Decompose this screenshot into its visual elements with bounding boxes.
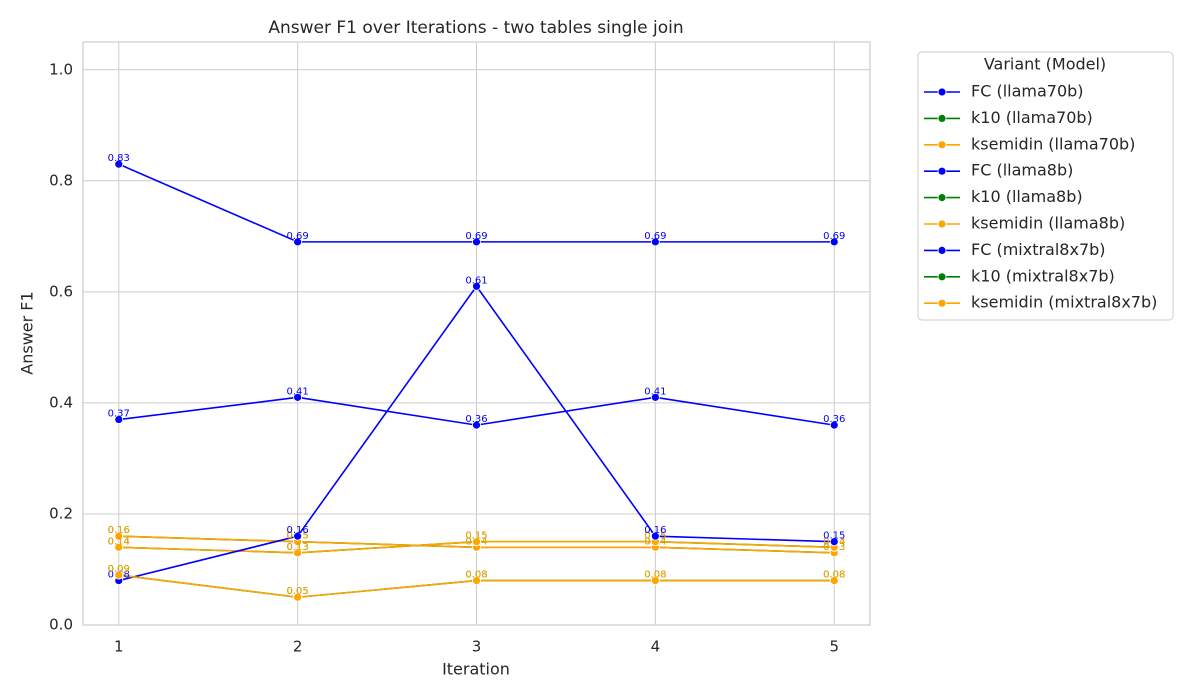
legend-label: ksemidin (mixtral8x7b)	[971, 293, 1157, 312]
data-label: 0.08	[823, 570, 845, 581]
legend-marker	[937, 272, 947, 282]
legend-box	[917, 51, 1174, 321]
x-tick-label: 5	[829, 638, 839, 656]
x-tick-label: 3	[472, 638, 482, 656]
data-label: 0.08	[823, 570, 845, 581]
data-label: 0.14	[108, 536, 130, 547]
data-point	[293, 392, 303, 402]
data-point	[293, 548, 303, 558]
data-label: 0.41	[644, 386, 666, 397]
data-point	[293, 592, 303, 602]
legend-label: k10 (mixtral8x7b)	[971, 266, 1115, 285]
data-label: 0.16	[644, 525, 666, 536]
plot-border	[82, 41, 871, 626]
data-label: 0.41	[287, 386, 309, 397]
y-tick-label: 0.0	[49, 616, 73, 634]
data-point	[829, 537, 839, 547]
legend-marker	[937, 166, 947, 176]
data-label: 0.13	[287, 542, 309, 553]
data-label: 0.15	[465, 531, 487, 542]
data-label: 0.16	[287, 525, 309, 536]
legend-label: k10 (llama8b)	[971, 187, 1083, 206]
legend-marker	[937, 87, 947, 97]
legend-marker	[937, 193, 947, 203]
data-point	[650, 531, 660, 541]
legend-label: ksemidin (llama8b)	[971, 214, 1125, 233]
legend-marker	[937, 114, 947, 123]
data-point	[114, 159, 124, 169]
data-label: 0.36	[465, 414, 487, 425]
legend-label: FC (mixtral8x7b)	[971, 240, 1106, 259]
legend: FC (llama70b) k10 (llama70b) ksemidin (lla…	[924, 82, 1157, 312]
grid	[83, 42, 870, 626]
data-point	[472, 420, 481, 430]
legend-title: Variant (Model)	[984, 55, 1106, 74]
chart-title: Answer F1 over Iterations - two tables s…	[268, 18, 683, 38]
data-label: 0.16	[108, 525, 130, 536]
lines: 0.830.690.690.690.690.160.150.140.140.13…	[108, 153, 845, 602]
y-tick-label: 0.4	[49, 393, 73, 411]
data-point	[472, 576, 481, 585]
data-point	[293, 531, 303, 541]
data-point	[650, 576, 660, 585]
legend-marker	[937, 140, 947, 150]
data-point	[472, 237, 481, 247]
legend-label: k10 (llama70b)	[971, 108, 1093, 127]
x-axis-label: Iteration	[442, 660, 510, 679]
data-point	[472, 537, 481, 547]
data-label: 0.36	[823, 414, 845, 425]
data-label: 0.37	[108, 409, 130, 420]
legend-label: ksemidin (llama70b)	[971, 134, 1135, 153]
x-tick-label: 1	[114, 638, 124, 656]
data-point	[114, 570, 124, 580]
x-tick-label: 4	[651, 638, 661, 656]
x-tick-label: 2	[293, 638, 303, 656]
legend-marker	[937, 219, 947, 229]
data-point	[829, 237, 839, 247]
data-label: 0.05	[287, 586, 309, 597]
data-label: 0.69	[287, 231, 309, 242]
legend-marker	[937, 298, 947, 308]
y-tick-label: 0.6	[49, 282, 73, 300]
data-point	[472, 281, 481, 291]
y-axis-label: Answer F1	[18, 291, 37, 374]
data-label: 0.08	[644, 570, 666, 581]
data-point	[114, 415, 124, 424]
data-label: 0.08	[465, 570, 487, 581]
data-label: 0.09	[108, 564, 130, 575]
legend-marker	[937, 245, 947, 255]
data-label: 0.05	[287, 586, 309, 597]
legend-label: FC (llama8b)	[971, 161, 1073, 180]
y-tick-label: 0.8	[49, 171, 73, 189]
data-point	[650, 392, 660, 402]
data-label: 0.61	[465, 275, 487, 286]
y-tick-label: 1.0	[49, 60, 73, 78]
legend-label: FC (llama70b)	[971, 82, 1084, 101]
data-label: 0.09	[108, 564, 130, 575]
data-label: 0.83	[108, 153, 130, 164]
data-label: 0.15	[823, 531, 845, 542]
data-label: 0.08	[644, 570, 666, 581]
y-tick-label: 0.2	[49, 504, 73, 522]
data-point	[114, 542, 124, 552]
data-label: 0.14	[108, 536, 130, 547]
data-label: 0.69	[823, 231, 845, 242]
data-label: 0.13	[287, 542, 309, 553]
data-point	[829, 420, 839, 430]
data-label: 0.08	[465, 570, 487, 581]
data-label: 0.69	[465, 231, 487, 242]
data-point	[293, 237, 303, 247]
data-label: 0.16	[108, 525, 130, 536]
data-point	[829, 576, 839, 585]
data-label: 0.15	[465, 531, 487, 542]
data-label: 0.69	[644, 231, 666, 242]
data-point	[650, 237, 660, 247]
data-point	[114, 531, 124, 541]
